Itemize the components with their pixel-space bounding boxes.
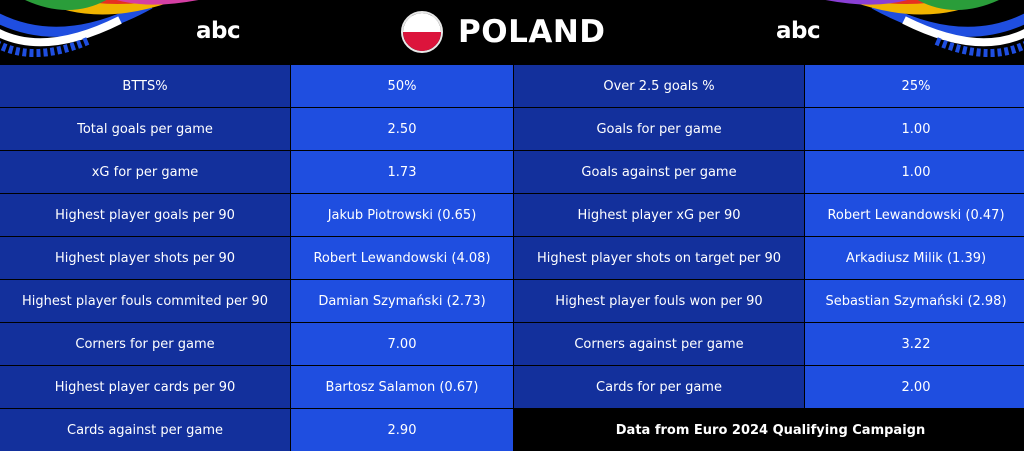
stats-table: BTTS% 50% Over 2.5 goals % 25% Total goa… (0, 65, 1024, 451)
stat-label: Highest player fouls won per 90 (514, 280, 804, 322)
stat-label: BTTS% (0, 65, 290, 107)
stat-value: Damian Szymański (2.73) (291, 280, 513, 322)
stat-label: Corners against per game (514, 323, 804, 365)
stat-label: Goals against per game (514, 151, 804, 193)
decorative-stripes-left (0, 0, 199, 57)
stat-label: Corners for per game (0, 323, 290, 365)
data-source-note: Data from Euro 2024 Qualifying Campaign (514, 409, 1024, 451)
brand-logo-left: abc (196, 18, 241, 44)
stat-label: Over 2.5 goals % (514, 65, 804, 107)
stat-value: 1.73 (291, 151, 513, 193)
stat-label: Highest player goals per 90 (0, 194, 290, 236)
header-banner: abc POLAND abc (0, 0, 1024, 64)
stat-label: Highest player fouls commited per 90 (0, 280, 290, 322)
stat-value: Robert Lewandowski (0.47) (805, 194, 1024, 236)
stat-value: 7.00 (291, 323, 513, 365)
stat-label: Highest player shots per 90 (0, 237, 290, 279)
stat-value: 1.00 (805, 108, 1024, 150)
stat-value: 2.50 (291, 108, 513, 150)
stat-label: Total goals per game (0, 108, 290, 150)
stat-value: Sebastian Szymański (2.98) (805, 280, 1024, 322)
stat-value: Arkadiusz Milik (1.39) (805, 237, 1024, 279)
brand-logo-right: abc (776, 18, 821, 44)
stat-label: Highest player cards per 90 (0, 366, 290, 408)
stat-value: 3.22 (805, 323, 1024, 365)
stat-value: 25% (805, 65, 1024, 107)
stat-value: 2.00 (805, 366, 1024, 408)
stat-value: 50% (291, 65, 513, 107)
stat-value: 2.90 (291, 409, 513, 451)
stat-label: Cards against per game (0, 409, 290, 451)
stat-label: Cards for per game (514, 366, 804, 408)
stat-label: xG for per game (0, 151, 290, 193)
poland-flag-icon (401, 11, 443, 53)
page-title: POLAND (458, 14, 606, 50)
stat-value: 1.00 (805, 151, 1024, 193)
stat-value: Bartosz Salamon (0.67) (291, 366, 513, 408)
stat-label: Highest player shots on target per 90 (514, 237, 804, 279)
stat-label: Goals for per game (514, 108, 804, 150)
stat-value: Robert Lewandowski (4.08) (291, 237, 513, 279)
decorative-stripes-right (825, 0, 1024, 57)
stat-value: Jakub Piotrowski (0.65) (291, 194, 513, 236)
stat-label: Highest player xG per 90 (514, 194, 804, 236)
